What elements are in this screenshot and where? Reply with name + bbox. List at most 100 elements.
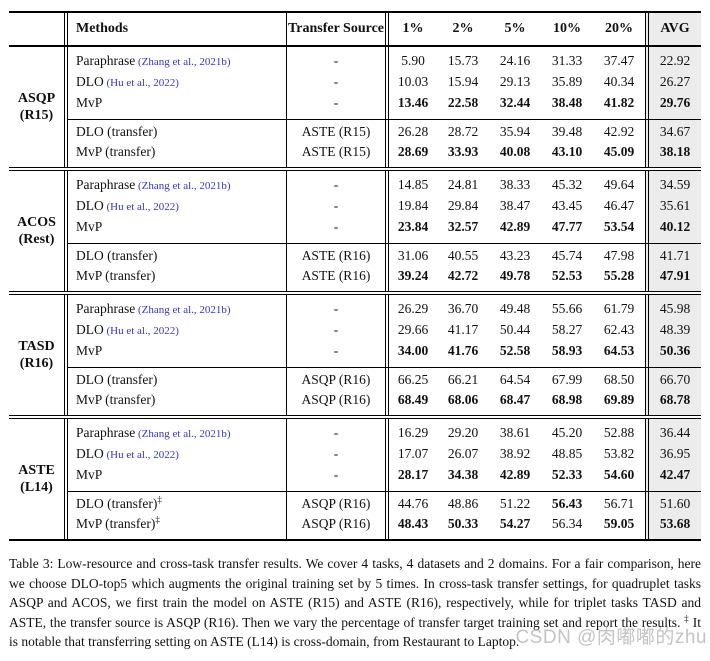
- value-cell: 5.90: [385, 47, 437, 72]
- header-percent-1: 1%: [385, 13, 437, 45]
- table-row: DLO (Hu et al., 2022) -29.66 41.17 50.44 58.…: [68, 320, 701, 341]
- value-cell: 41.17: [447, 322, 479, 337]
- table-header-cells: Methods Transfer Source 1% 2% 5% 10% 20%…: [64, 13, 701, 45]
- value-cell: 47.77: [551, 219, 583, 234]
- method-cell: MvP: [68, 93, 286, 119]
- transfer-source-cell: -: [286, 47, 385, 72]
- citation: (Zhang et al., 2021b): [135, 304, 231, 316]
- avg-cell: 48.39: [645, 320, 701, 341]
- method-name: Paraphrase: [76, 301, 136, 316]
- value-cell: 15.73: [447, 53, 479, 68]
- method-name: Paraphrase: [76, 53, 136, 68]
- value-cell: 42.72: [447, 268, 479, 283]
- citation: (Zhang et al., 2021b): [135, 428, 231, 440]
- method-name: DLO: [76, 446, 104, 461]
- value-cell: 52.53: [551, 268, 583, 283]
- citation: (Zhang et al., 2021b): [135, 180, 231, 192]
- avg-cell: 26.27: [645, 72, 701, 93]
- value-cell: 45.20: [551, 425, 583, 440]
- table-row: MvP -28.17 34.38 42.89 52.33 54.60 42.47: [68, 465, 701, 491]
- value-cell: 55.28: [603, 268, 635, 283]
- task-dataset: (R16): [19, 356, 54, 371]
- value-cell: 54.27: [499, 516, 531, 531]
- value-cell: 42.89: [499, 467, 531, 482]
- footnote-marker: ‡: [157, 494, 162, 505]
- value-cell: 40.34: [603, 74, 635, 89]
- value-cell: 31.06: [385, 244, 437, 266]
- header-percent-5: 5%: [504, 21, 526, 36]
- transfer-source-cell: ASTE (R15): [286, 120, 385, 142]
- method-name: DLO: [76, 322, 104, 337]
- task-dataset: (L14): [20, 480, 53, 495]
- value-cell: 49.48: [499, 301, 531, 316]
- table-row: MvP -34.00 41.76 52.58 58.93 64.53 50.36: [68, 341, 701, 367]
- value-cell: 45.32: [551, 177, 583, 192]
- citation: (Hu et al., 2022): [103, 449, 179, 461]
- value-cell: 68.50: [603, 372, 635, 387]
- transfer-source-cell: -: [286, 341, 385, 367]
- value-cell: 28.17: [385, 465, 437, 491]
- avg-cell: 34.59: [645, 171, 701, 196]
- method-cell: Paraphrase (Zhang et al., 2021b): [68, 419, 286, 444]
- table-row: Paraphrase (Zhang et al., 2021b) -5.90 15.…: [68, 47, 701, 72]
- method-name: DLO: [76, 74, 104, 89]
- method-name: DLO (transfer): [76, 248, 158, 263]
- avg-cell: 45.98: [645, 295, 701, 320]
- transfer-source-cell: ASTE (R16): [286, 244, 385, 266]
- method-name: Paraphrase: [76, 177, 136, 192]
- method-cell: DLO (transfer): [68, 368, 286, 390]
- avg-cell: 34.67: [645, 120, 701, 142]
- value-cell: 68.47: [499, 392, 531, 407]
- value-cell: 59.05: [603, 516, 635, 531]
- value-cell: 34.38: [447, 467, 479, 482]
- header-percent-20: 20%: [605, 21, 633, 36]
- value-cell: 55.66: [551, 301, 583, 316]
- value-cell: 13.46: [385, 93, 437, 119]
- avg-cell: 47.91: [645, 266, 701, 291]
- value-cell: 16.29: [385, 419, 437, 444]
- value-cell: 41.76: [447, 343, 479, 358]
- table-row: DLO (transfer) ASTE (R16) 31.06 40.55 43.23 4…: [68, 244, 701, 266]
- avg-cell: 68.78: [645, 390, 701, 415]
- method-cell: DLO (transfer): [68, 244, 286, 266]
- method-cell: DLO (transfer)‡: [68, 492, 286, 514]
- method-cell: MvP (transfer)‡: [68, 514, 286, 539]
- task-dataset: (R15): [19, 108, 54, 123]
- value-cell: 37.47: [603, 53, 635, 68]
- value-cell: 64.53: [603, 343, 635, 358]
- task-block: TASD (R16) Paraphrase (Zhang et al., 2021b…: [9, 295, 701, 419]
- method-name: Paraphrase: [76, 425, 136, 440]
- avg-cell: 36.95: [645, 444, 701, 465]
- transfer-source-cell: ASQP (R16): [286, 390, 385, 415]
- value-cell: 58.93: [551, 343, 583, 358]
- value-cell: 58.27: [551, 322, 583, 337]
- header-avg: AVG: [645, 13, 701, 45]
- value-cell: 54.60: [603, 467, 635, 482]
- method-cell: MvP: [68, 217, 286, 243]
- table-row: MvP -13.46 22.58 32.44 38.48 41.82 29.76: [68, 93, 701, 119]
- transfer-source-cell: -: [286, 171, 385, 196]
- method-cell: Paraphrase (Zhang et al., 2021b): [68, 47, 286, 72]
- value-cell: 52.33: [551, 467, 583, 482]
- method-name: MvP (transfer): [76, 516, 156, 531]
- transfer-source-cell: -: [286, 196, 385, 217]
- method-name: MvP: [76, 219, 103, 234]
- method-cell: DLO (transfer): [68, 120, 286, 142]
- avg-cell: 38.18: [645, 142, 701, 167]
- task-block-body: Paraphrase (Zhang et al., 2021b) -14.85 24…: [64, 171, 701, 291]
- block-mid-divider: [68, 367, 701, 368]
- header-percent-10: 10%: [553, 21, 581, 36]
- value-cell: 68.49: [385, 390, 437, 415]
- value-cell: 45.74: [551, 248, 583, 263]
- table-row: MvP (transfer)‡ ASQP (R16) 48.43 50.33 54.27…: [68, 514, 701, 539]
- method-name: MvP: [76, 467, 103, 482]
- citation: (Hu et al., 2022): [103, 201, 179, 213]
- method-cell: DLO (Hu et al., 2022): [68, 444, 286, 465]
- table-row: DLO (Hu et al., 2022) -10.03 15.94 29.13 35.…: [68, 72, 701, 93]
- avg-cell: 66.70: [645, 368, 701, 390]
- transfer-source-cell: -: [286, 419, 385, 444]
- value-cell: 50.33: [447, 516, 479, 531]
- table-row: MvP (transfer) ASTE (R16) 39.24 42.72 49.78 5…: [68, 266, 701, 291]
- block-mid-divider: [68, 491, 701, 492]
